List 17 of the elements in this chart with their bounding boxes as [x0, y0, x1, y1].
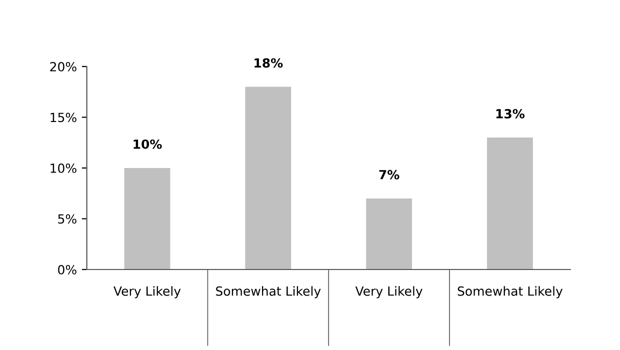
bar	[245, 86, 292, 270]
x-tick-label: Somewhat Likely	[216, 286, 321, 298]
data-label: 10%	[134, 139, 162, 149]
bar	[486, 138, 533, 270]
x-tick-label: Very Likely	[355, 286, 422, 298]
y-tick-label: 20%	[50, 62, 76, 72]
data-label: 18%	[254, 58, 283, 68]
y-tick-label: 0%	[58, 264, 76, 274]
y-tick-label: 5%	[58, 214, 76, 224]
data-label: 7%	[379, 170, 400, 180]
data-label: 13%	[496, 109, 525, 118]
bar	[366, 198, 412, 270]
x-tick-label: Very Likely	[114, 286, 181, 298]
bar	[124, 168, 170, 270]
y-tick-label: 15%	[50, 112, 76, 122]
y-tick-label: 10%	[50, 163, 76, 173]
x-tick-label: Somewhat Likely	[458, 286, 563, 298]
